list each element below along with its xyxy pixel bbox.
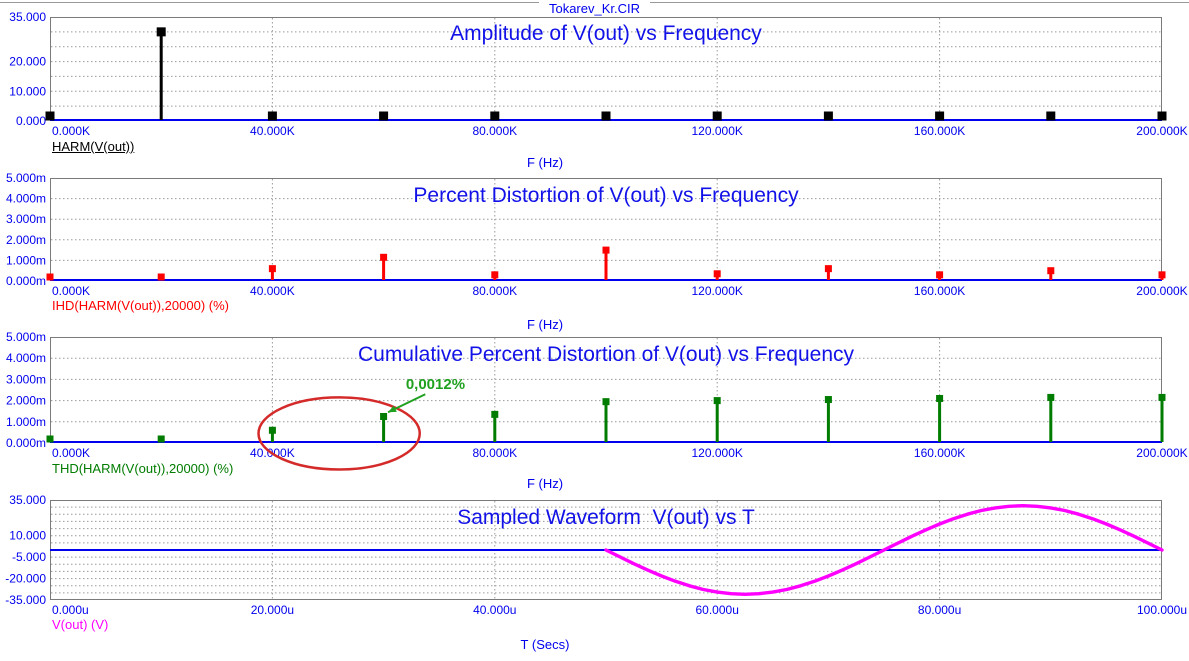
plot3-xaxis-label: F (Hz) <box>526 476 564 491</box>
plot2-xtick-label: 0.000K <box>52 284 90 298</box>
plot3-data-point-marker <box>46 435 54 443</box>
plot3-data-point-marker <box>713 397 721 405</box>
plot3-data-point-marker <box>824 396 832 404</box>
plot2-xtick-label: 200.000K <box>1136 284 1187 298</box>
plot4-xtick-label: 20.000u <box>251 603 294 617</box>
plot3-ytick-label: 1.000m <box>6 415 46 429</box>
plot3-xtick-label: 0.000K <box>52 446 90 460</box>
plot2-data-point-marker <box>936 271 944 279</box>
plot1-xtick-label: 200.000K <box>1136 124 1187 138</box>
plot2-data-point-marker <box>46 273 54 281</box>
plot2-data-point-marker <box>157 273 165 281</box>
plot3-data-point-marker <box>268 426 276 434</box>
plot2-data-point-marker <box>268 265 276 273</box>
plot2-data-point-marker <box>824 265 832 273</box>
plot2-xtick-label: 120.000K <box>692 284 743 298</box>
plot1-data-point-marker <box>45 111 55 121</box>
circuit-title: Tokarev_Kr.CIR <box>0 0 1189 18</box>
plot2-xtick-label: 40.000K <box>250 284 295 298</box>
plot4-ytick-label: -35.000 <box>5 593 46 607</box>
plot3-xtick-label: 120.000K <box>692 446 743 460</box>
plot1-xtick-label: 40.000K <box>250 124 295 138</box>
plot3-data-point-marker <box>1047 393 1055 401</box>
plot3-ytick-label: 4.000m <box>6 351 46 365</box>
plot4-title: Sampled Waveform V(out) vs T <box>457 506 755 529</box>
plot3-ytick-label: 5.000m <box>6 330 46 344</box>
plot4-ytick-label: 35.000 <box>9 493 46 507</box>
plot2-expression-label[interactable]: IHD(HARM(V(out)),20000) (%) <box>52 298 229 313</box>
plot3-expression-label[interactable]: THD(HARM(V(out)),20000) (%) <box>52 461 234 476</box>
plot4-waveform-trace <box>604 504 1164 596</box>
plot3-annotation-text: 0,0012% <box>406 376 465 393</box>
plot1-data-point-marker <box>267 111 277 121</box>
plot3-data-point-marker <box>157 435 165 443</box>
plot4-xtick-label: 80.000u <box>918 603 961 617</box>
plot3-data-point-marker <box>936 394 944 402</box>
plot2-ytick-label: 1.000m <box>6 253 46 267</box>
plot3-data-point-marker <box>491 410 499 418</box>
plot2-data-point-marker <box>1047 267 1055 275</box>
plot1-data-point-marker <box>379 111 389 121</box>
plot4-xtick-label: 40.000u <box>473 603 516 617</box>
plot1-expression-label[interactable]: HARM(V(out)) <box>52 139 135 154</box>
plot2-xtick-label: 80.000K <box>472 284 517 298</box>
plot1-data-point-marker <box>823 111 833 121</box>
plot1-ytick-label: 20.000 <box>9 55 46 69</box>
plot3-data-point-marker <box>380 413 388 420</box>
plot3-xtick-label: 200.000K <box>1136 446 1187 460</box>
plot1-data-point-marker <box>712 111 722 121</box>
plot3-annotation-arrowhead <box>388 405 397 413</box>
plot1-ytick-label: 0.000 <box>16 114 46 128</box>
plot3-data-point-marker <box>602 398 610 406</box>
plot1-data-point-marker <box>601 111 611 121</box>
plot3-xtick-label: 80.000K <box>472 446 517 460</box>
plot2-title: Percent Distortion of V(out) vs Frequenc… <box>413 184 799 207</box>
plot3-xtick-label: 160.000K <box>914 446 965 460</box>
plot1-data-point-marker <box>490 111 500 121</box>
plot4-xtick-label: 60.000u <box>696 603 739 617</box>
plot1-data-point-marker <box>1157 111 1167 121</box>
plot1-ytick-label: 35.000 <box>9 10 46 24</box>
plot1-data-point-marker <box>156 27 166 37</box>
plot2-data-point-marker <box>380 253 388 261</box>
plot4-ytick-label: 10.000 <box>9 529 46 543</box>
plot2-ytick-label: 0.000m <box>6 274 46 288</box>
plot3-ytick-label: 0.000m <box>6 436 46 450</box>
plot2-data-point-marker <box>491 271 499 279</box>
plot4-xaxis-label: T (Secs) <box>520 637 570 652</box>
plot2-ytick-label: 3.000m <box>6 212 46 226</box>
plot2-xaxis-label: F (Hz) <box>526 317 564 332</box>
plot1-ytick-label: 10.000 <box>9 84 46 98</box>
plot1-xtick-label: 160.000K <box>914 124 965 138</box>
plot1-xtick-label: 0.000K <box>52 124 90 138</box>
plot4-ytick-label: -20.000 <box>5 572 46 586</box>
plot1-plot-area[interactable] <box>50 17 1162 121</box>
plot2-ytick-label: 2.000m <box>6 233 46 247</box>
plot2-data-point-marker <box>713 270 721 278</box>
plot1-xtick-label: 120.000K <box>692 124 743 138</box>
plot1-title: Amplitude of V(out) vs Frequency <box>450 22 762 45</box>
circuit-title-text: Tokarev_Kr.CIR <box>538 1 651 16</box>
plot1-xaxis-label: F (Hz) <box>526 155 564 170</box>
plot4-expression-label[interactable]: V(out) (V) <box>52 617 109 632</box>
plot4-xtick-label: 0.000u <box>52 603 89 617</box>
plot2-xtick-label: 160.000K <box>914 284 965 298</box>
plot4-xtick-label: 100.000u <box>1137 603 1187 617</box>
plot2-ytick-label: 4.000m <box>6 192 46 206</box>
plot3-ytick-label: 3.000m <box>6 372 46 386</box>
plot2-data-point-marker <box>1158 271 1166 279</box>
plot1-data-point-marker <box>1046 111 1056 121</box>
plot1-xtick-label: 80.000K <box>472 124 517 138</box>
plot2-data-point-marker <box>602 246 610 254</box>
plot3-highlight-ellipse <box>257 396 421 471</box>
plot4-ytick-label: -5.000 <box>12 550 46 564</box>
plot3-title: Cumulative Percent Distortion of V(out) … <box>357 343 855 366</box>
plot2-ytick-label: 5.000m <box>6 171 46 185</box>
plot3-data-point-marker <box>1158 393 1166 401</box>
plot1-data-point-marker <box>935 111 945 121</box>
plot3-ytick-label: 2.000m <box>6 394 46 408</box>
